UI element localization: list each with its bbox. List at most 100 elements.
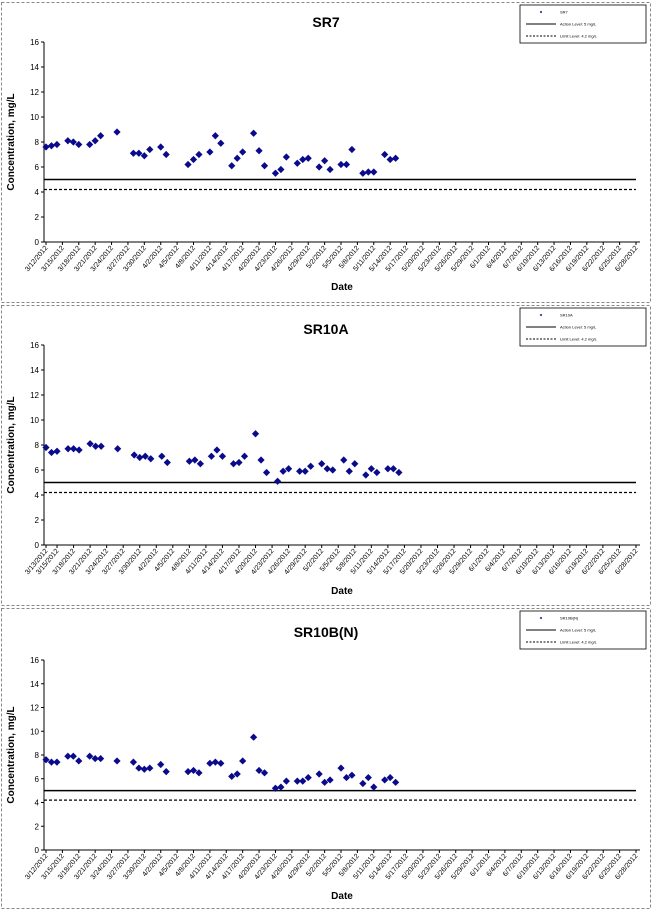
data-point — [97, 442, 105, 450]
data-point — [364, 168, 372, 176]
data-point — [271, 784, 280, 792]
data-point — [342, 160, 351, 169]
x-axis-label: Date — [331, 282, 353, 293]
y-tick-label: 4 — [35, 491, 40, 500]
data-point — [395, 468, 403, 477]
data-point — [229, 460, 238, 468]
data-point — [233, 154, 241, 162]
data-point — [321, 778, 329, 786]
legend-label-limit: Limit Level: 4.2 mg/L — [560, 34, 598, 39]
data-point — [318, 460, 326, 468]
data-point — [64, 137, 72, 145]
data-point — [381, 776, 389, 784]
y-tick-label: 4 — [35, 799, 40, 808]
data-point — [213, 446, 221, 454]
y-tick-label: 0 — [35, 238, 40, 247]
chart-title: SR10A — [303, 321, 348, 337]
data-point — [191, 456, 199, 464]
data-point — [351, 460, 359, 468]
data-point — [185, 457, 193, 465]
data-point — [189, 766, 198, 775]
data-point — [140, 765, 148, 773]
data-point — [301, 467, 309, 475]
panel-border — [1, 608, 651, 909]
data-point — [146, 764, 154, 772]
data-point — [257, 456, 265, 464]
data-point — [158, 452, 166, 460]
legend-label-action: Action Level: 5 mg/L — [560, 325, 597, 330]
data-point — [260, 769, 269, 777]
data-point — [262, 468, 271, 477]
y-tick-label: 6 — [35, 163, 40, 172]
data-point — [189, 155, 198, 164]
data-point — [233, 770, 241, 778]
data-point — [86, 752, 94, 760]
data-point — [293, 159, 301, 167]
data-point — [239, 757, 247, 765]
legend-marker — [539, 313, 543, 317]
y-tick-label: 16 — [30, 656, 39, 665]
data-point — [64, 445, 72, 453]
data-point — [69, 445, 78, 453]
data-point — [299, 777, 307, 785]
data-point — [141, 452, 149, 460]
data-point — [255, 147, 263, 155]
data-point — [285, 465, 293, 473]
data-point — [228, 772, 236, 780]
data-point — [69, 752, 77, 760]
y-tick-label: 2 — [35, 822, 40, 831]
data-point — [304, 154, 312, 162]
data-point — [97, 754, 105, 763]
data-point — [195, 769, 203, 777]
y-tick-label: 12 — [30, 704, 39, 713]
y-tick-label: 6 — [35, 466, 40, 475]
data-point — [97, 132, 105, 140]
data-point — [362, 471, 370, 479]
legend-label-limit: Limit Level: 4.2 mg/L — [560, 640, 598, 645]
data-point — [69, 138, 77, 146]
data-point — [113, 757, 121, 765]
y-tick-label: 16 — [30, 38, 39, 47]
data-point — [91, 137, 99, 145]
data-point — [113, 128, 121, 136]
data-point — [135, 764, 143, 772]
data-point — [392, 778, 400, 786]
data-point — [359, 169, 367, 177]
data-point — [218, 452, 227, 460]
data-point — [315, 770, 323, 778]
data-point — [321, 157, 329, 165]
legend-label-series: SR10B(N) — [560, 616, 579, 621]
legend-label-series: SR7 — [560, 10, 569, 15]
data-point — [348, 145, 356, 154]
legend: SR7 Action Level: 5 mg/L Limit Level: 4.2 … — [519, 4, 647, 44]
data-point — [47, 142, 56, 150]
data-point — [296, 467, 304, 475]
legend-label-series: SR10A — [560, 313, 573, 318]
data-point — [92, 442, 100, 450]
data-point — [211, 758, 219, 766]
panel-border — [1, 2, 651, 303]
data-point — [207, 452, 216, 460]
data-point — [228, 162, 236, 170]
data-point — [195, 150, 203, 159]
y-tick-label: 10 — [30, 113, 39, 122]
data-point — [249, 733, 258, 741]
data-point — [240, 452, 249, 460]
data-point — [282, 153, 290, 161]
data-point — [140, 152, 148, 160]
data-point — [386, 155, 394, 164]
data-point — [162, 150, 170, 159]
data-point — [392, 154, 400, 162]
legend-label-limit: Limit Level: 4.2 mg/L — [560, 337, 598, 342]
data-point — [307, 462, 315, 470]
data-point — [42, 756, 50, 764]
data-point — [129, 149, 138, 157]
data-point — [135, 149, 143, 157]
data-point — [323, 465, 331, 473]
legend-label-action: Action Level: 5 mg/L — [560, 22, 597, 27]
data-point — [75, 140, 83, 149]
data-point — [329, 466, 337, 474]
data-point — [129, 758, 138, 766]
data-point — [271, 169, 280, 177]
